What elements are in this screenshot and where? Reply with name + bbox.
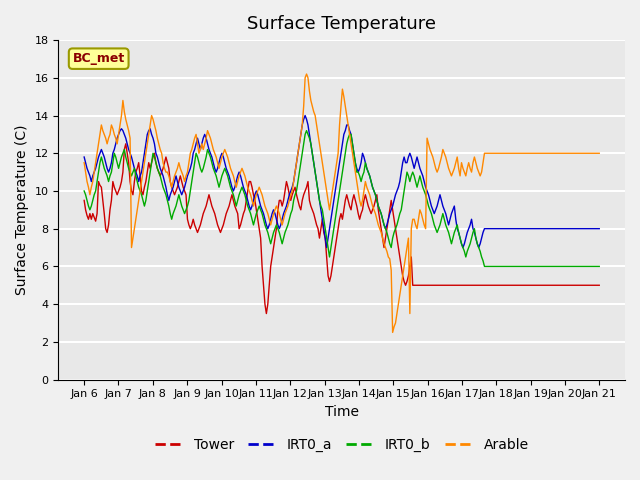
Tower <box>308 207 316 213</box>
Arable <box>388 330 396 336</box>
Arable <box>80 160 88 166</box>
IRT0_b <box>143 188 151 194</box>
Tower <box>145 160 152 166</box>
IRT0_a <box>143 132 151 137</box>
Arable <box>307 97 315 103</box>
Legend: Tower, IRT0_a, IRT0_b, Arable: Tower, IRT0_a, IRT0_b, Arable <box>149 432 534 457</box>
IRT0_b <box>80 188 88 194</box>
Line: Arable: Arable <box>84 74 599 333</box>
IRT0_b <box>234 197 241 203</box>
IRT0_b <box>481 264 488 269</box>
Arable <box>570 150 577 156</box>
IRT0_b <box>303 128 310 133</box>
Y-axis label: Surface Temperature (C): Surface Temperature (C) <box>15 125 29 295</box>
IRT0_a <box>307 141 315 147</box>
IRT0_a <box>570 226 577 231</box>
X-axis label: Time: Time <box>324 405 358 419</box>
Tower <box>262 311 270 316</box>
Tower <box>595 282 603 288</box>
IRT0_a <box>80 154 88 160</box>
Tower <box>253 207 260 213</box>
IRT0_b <box>307 141 315 147</box>
IRT0_a <box>323 245 330 251</box>
Arable <box>251 197 259 203</box>
Tower <box>570 282 577 288</box>
Line: IRT0_a: IRT0_a <box>84 116 599 248</box>
Arable <box>234 179 241 184</box>
Tower <box>80 197 88 203</box>
IRT0_b <box>260 216 268 222</box>
Arable <box>260 197 268 203</box>
IRT0_a <box>260 211 268 216</box>
Arable <box>303 71 310 77</box>
IRT0_a <box>234 173 241 179</box>
IRT0_a <box>301 113 309 119</box>
Text: BC_met: BC_met <box>72 52 125 65</box>
IRT0_b <box>570 264 577 269</box>
IRT0_a <box>595 226 603 231</box>
Tower <box>122 141 130 147</box>
Arable <box>143 141 151 147</box>
Tower <box>261 301 269 307</box>
Title: Surface Temperature: Surface Temperature <box>247 15 436 33</box>
Arable <box>595 150 603 156</box>
IRT0_b <box>595 264 603 269</box>
IRT0_a <box>251 192 259 198</box>
IRT0_b <box>251 216 259 222</box>
Tower <box>236 226 243 231</box>
Line: Tower: Tower <box>84 144 599 313</box>
Line: IRT0_b: IRT0_b <box>84 131 599 266</box>
